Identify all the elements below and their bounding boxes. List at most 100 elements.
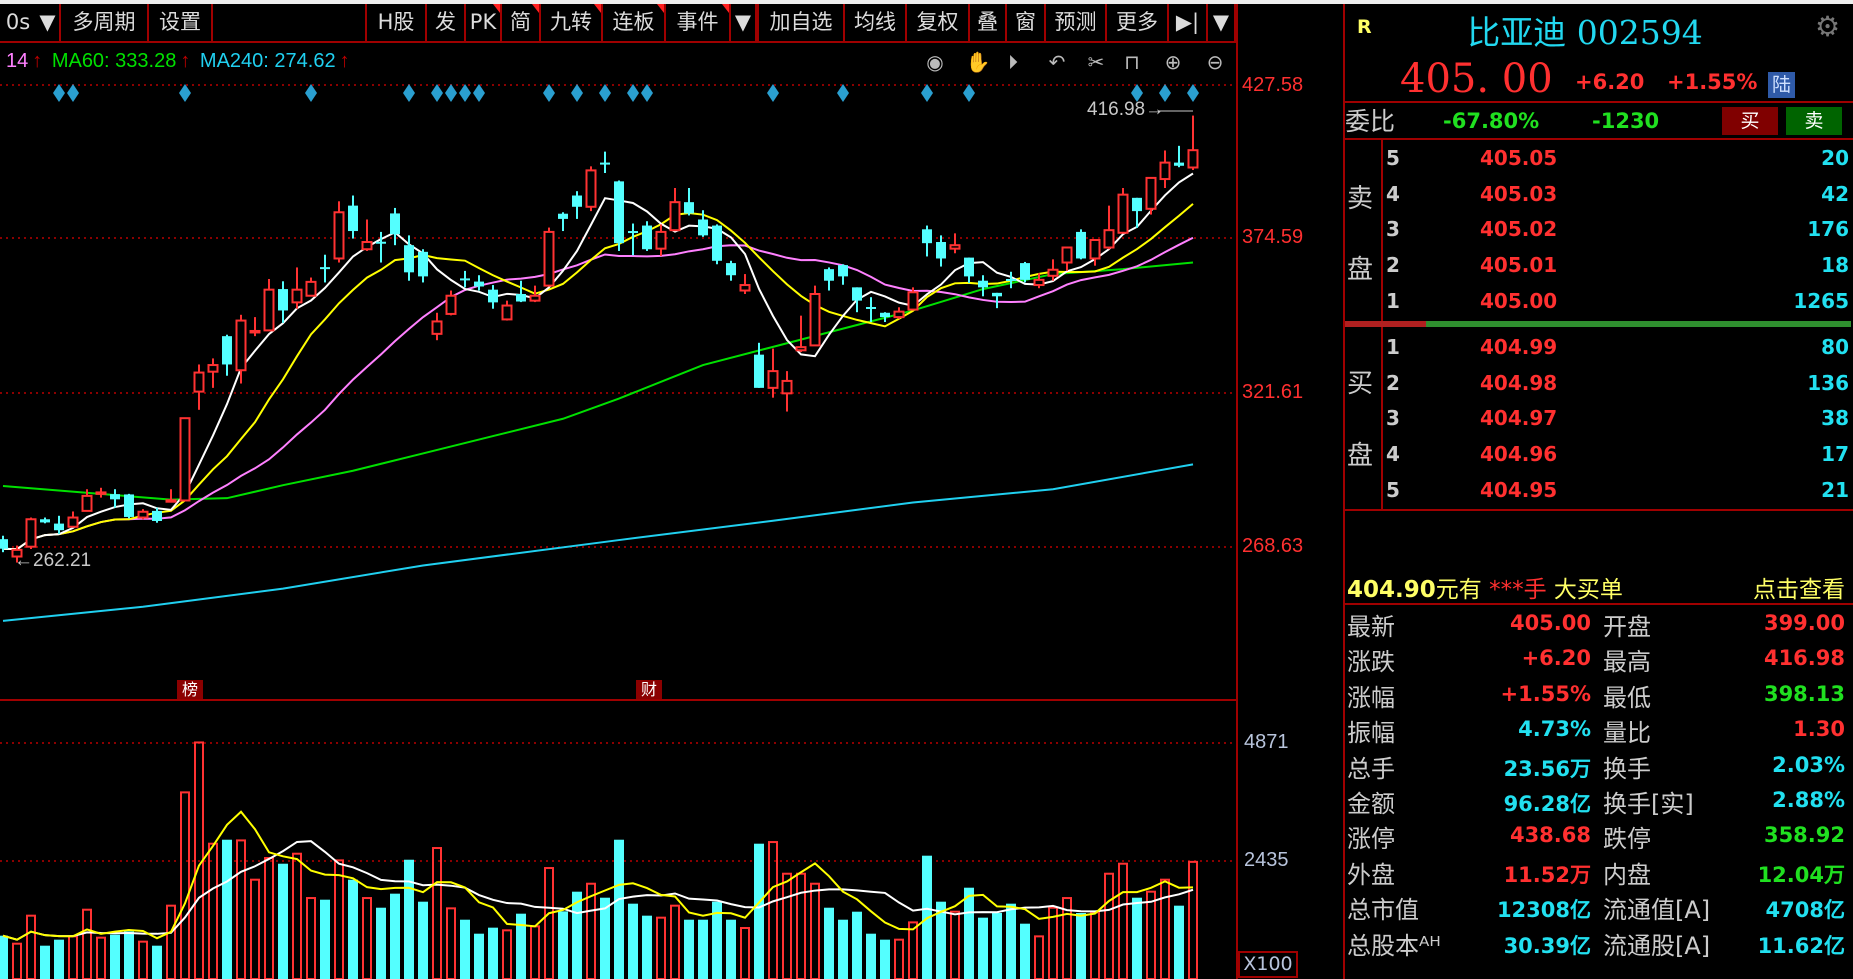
toolbar-add-watchlist[interactable]: 加自选 [759,4,845,41]
candle-down [614,181,624,244]
low-annotation: ←262.21 [14,550,91,572]
candle-down [40,519,50,523]
stat-value: 12308亿 [1496,898,1591,923]
toolbar-toolbar-dropdown[interactable]: ▼ [1208,4,1236,41]
volume-bar-up [138,940,148,979]
candle-up [1089,238,1101,260]
play-circle-icon[interactable]: ⏵ [1008,50,1018,74]
marker-cai[interactable]: 财 [636,680,662,699]
candle-up [655,230,667,250]
event-marker-diamond [627,84,639,102]
stat-value: 12.04万 [1757,862,1845,887]
price-axis-divider [1236,4,1238,979]
buy-button[interactable]: 买 [1722,107,1778,135]
ma20-line [2,236,1194,551]
volume-bar-up [740,927,750,979]
high-annotation: 416.98→ [1087,99,1164,121]
toolbar-moving-average[interactable]: 均线 [845,4,907,41]
candle-down [474,281,484,287]
candle-down [712,225,722,261]
volume-bar-up [894,938,904,979]
kline-chart[interactable] [0,0,1236,979]
toolbar-adjust-rights[interactable]: 复权 [907,4,970,41]
volume-bar-up [306,897,316,979]
event-marker-diamond [1131,84,1143,102]
volume-bar-down [824,907,834,979]
candle-up [193,371,205,393]
low-value: 262.21 [33,550,92,571]
big-order-unit: 手 [1523,577,1547,603]
toolbar-pk[interactable]: PK [466,4,502,41]
bid-ask-ratio-bar [1345,321,1851,327]
volume-bar-up [1118,862,1128,979]
toolbar-period-dropdown[interactable]: ▼ [36,4,61,41]
undo-icon[interactable]: ↶ [1048,50,1066,74]
volume-bar-down [642,915,652,979]
volume-bar-up [656,916,666,979]
bid-level: 1 [1386,335,1400,359]
quote-panel: R 比亚迪 002594 ⚙ 405. 00 +6.20 +1.55% 陆 委比… [1343,4,1853,979]
scissors-icon[interactable]: ✂ [1087,50,1105,74]
big-order-text: 元有 [1435,577,1482,603]
toolbar-h-share[interactable]: H股 [367,4,427,41]
candle-down [124,494,134,517]
toolbar-jian[interactable]: 简 [502,4,541,41]
toolbar-multi-period[interactable]: 多周期 [61,4,149,41]
candle-down [726,263,736,276]
volume-bar-up [26,914,36,979]
volume-bar-up [1160,878,1170,979]
toolbar-jump-end[interactable]: ▶| [1169,4,1208,41]
hand-icon[interactable]: ✋ [965,50,991,74]
toolbar-fa[interactable]: 发 [427,4,466,41]
volume-bar-down [866,933,876,979]
price-change-pct: +1.55% [1667,70,1758,94]
volume-bar-up [250,878,260,979]
toolbar-more-dropdown[interactable]: ▼ [731,4,759,41]
event-marker-diamond [53,84,65,102]
bid-volume: 38 [1821,406,1849,431]
stat-label: 开盘 [1603,613,1651,641]
volume-bar-down [124,931,134,979]
candle-down [572,195,582,207]
candle-up [809,292,821,347]
volume-bar-up [166,904,176,979]
stat-label: 涨幅 [1347,683,1395,712]
toolbar-jiuzhuan[interactable]: 九转 [541,4,603,41]
candle-up [585,169,597,208]
volume-ma10-line [2,840,1194,941]
volume-bar-down [754,843,764,979]
marker-bang[interactable]: 榜 [177,680,203,699]
volume-bar-down [460,919,470,979]
view-details-link[interactable]: 点击查看 [1753,577,1845,603]
toolbar-events[interactable]: 事件 [666,4,731,41]
toolbar-window[interactable]: 窗 [1007,4,1046,41]
stat-label: 总手 [1347,754,1395,783]
volume-bar-up [586,882,596,979]
big-order-banner[interactable]: 404.90元有 ***手 大买单 [1347,570,1623,604]
stat-value: 11.62亿 [1757,933,1845,958]
volume-bar-down [110,934,120,979]
toolbar-lianban[interactable]: 连板 [603,4,666,41]
ask-volume: 1265 [1793,288,1849,313]
gear-icon[interactable]: ⚙ [1815,10,1841,43]
volume-bar-down [516,913,526,979]
toolbar-more[interactable]: 更多 [1107,4,1169,41]
price-change: +6.20 [1575,70,1645,94]
volume-bar-up [362,897,372,979]
zoom-out-icon[interactable]: ⊖ [1206,50,1224,74]
sell-side-label: 盘 [1347,255,1374,285]
bid-volume: 136 [1807,370,1849,395]
toolbar-overlay[interactable]: 叠 [970,4,1007,41]
zoom-in-icon[interactable]: ⊕ [1164,50,1182,74]
sell-button[interactable]: 卖 [1786,107,1842,135]
stat-label: 总市值 [1347,896,1419,925]
price-tick: 374.59 [1242,226,1304,248]
eye-icon[interactable]: ◉ [926,50,944,74]
stat-label: 最新 [1347,613,1395,641]
toolbar-forecast[interactable]: 预测 [1046,4,1107,41]
toolbar-settings[interactable]: 设置 [149,4,213,41]
ma240-line [2,463,1194,622]
lock-icon[interactable]: ⊓ [1124,50,1140,74]
toolbar-period-selector[interactable]: 0s [5,10,31,34]
ma5-line [2,172,1194,551]
